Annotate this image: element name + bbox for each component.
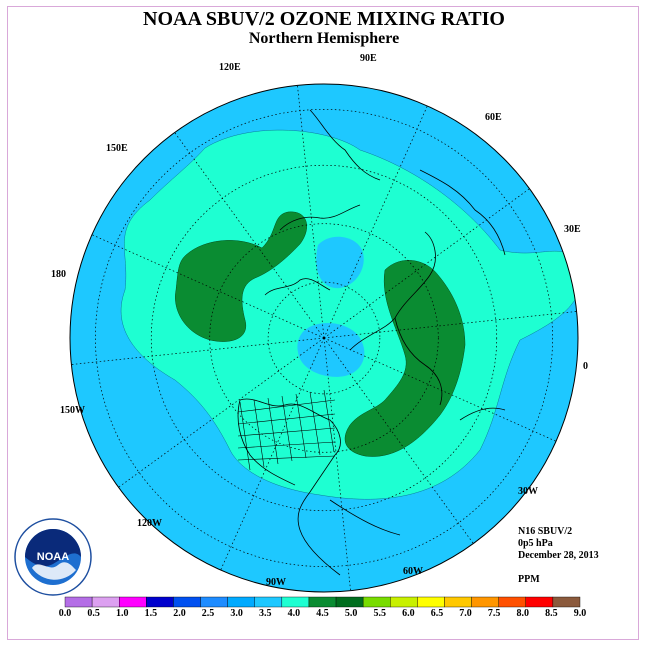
colorbar-swatch [173,596,201,608]
map-boundary [69,83,579,593]
colorbar-swatch [64,596,93,608]
colorbar-tick-label: 1.5 [144,608,158,619]
graticule [71,85,577,591]
latitude-circle [209,223,439,453]
colorbar-tick-label: 9.0 [573,608,587,619]
lon-label-150w: 150W [60,405,85,416]
lon-label-30w: 30W [518,486,538,497]
colorbar-tick-label: 6.5 [430,608,444,619]
colorbar-swatch [525,596,554,608]
state-line [237,413,336,425]
colorbar-swatch [498,596,526,608]
lon-label-90e: 90E [360,53,377,64]
lon-label-60w: 60W [403,566,423,577]
colorbar-tick-label: 0.0 [58,608,72,619]
colorbar-swatch [91,596,120,608]
colorbar-tick-label: 2.0 [173,608,186,619]
colorbar-tick-label: 4.5 [316,608,329,619]
colorbar-swatch [552,596,581,608]
state-line [239,401,251,471]
colorbar-tick-label: 6.0 [402,608,415,619]
colorbar-tick-label: 0.5 [87,608,100,619]
colorbar-swatch [390,596,418,608]
state-line [323,389,335,453]
colorbar-swatch [444,596,472,608]
colorbar-swatch [227,596,255,608]
colorbar-tick-label: 3.5 [259,608,272,619]
lon-label-120w: 120W [137,518,162,529]
colorbar-swatch [417,596,445,608]
colorbar-tick-label: 4.0 [287,608,301,619]
ozone-low-pole [297,323,365,377]
date-label: December 28, 2013 [518,550,599,561]
colorbar-swatch [362,596,391,608]
pressure-level-label: 0p5 hPa [518,538,553,549]
colorbar-tick-label: 8.0 [516,608,530,619]
unit-label: PPM [518,574,540,585]
state-line [237,399,336,413]
colorbar-swatch [281,596,310,608]
state-line [237,455,336,461]
noaa-logo: NOAA [14,518,92,596]
colorbar-swatch [200,596,228,608]
state-line [309,391,321,456]
colorbar-tick-label: 7.5 [487,608,501,619]
latitude-circle [150,164,498,512]
state-line [253,399,265,468]
ozone-contour-4.0-east [344,260,466,457]
colorbar-swatch [254,596,283,608]
ozone-contour-3.5 [120,129,578,500]
colorbar-tick-label: 8.5 [545,608,558,619]
map-subtitle: Northern Hemisphere [248,30,400,47]
state-line [267,397,279,465]
us-state-boundaries [237,389,336,471]
state-line [237,441,336,449]
ozone-contour-4.0-west [175,211,307,342]
lon-label-0: 0 [583,361,588,372]
state-line [281,395,293,462]
latitude-circle [95,109,553,567]
colorbar-swatch [119,596,147,608]
latitude-circle [267,281,381,395]
map-title: NOAA SBUV/2 OZONE MIXING RATIO [143,8,505,30]
lon-label-150e: 150E [106,143,128,154]
state-line [237,427,336,437]
colorbar-tick-label: 5.5 [373,608,386,619]
colorbar-swatch [308,596,337,608]
colorbar-tick-label: 1.0 [115,608,129,619]
image-frame [7,6,639,640]
colorbar-tick-label: 7.0 [459,608,472,619]
colorbar-swatch [146,596,174,608]
lon-label-120e: 120E [219,62,241,73]
instrument-label: N16 SBUV/2 [518,526,573,537]
lon-label-60e: 60E [485,112,502,123]
noaa-logo-text: NOAA [37,551,69,563]
colorbar-swatch [335,596,364,608]
lon-label-30e: 30E [564,224,581,235]
colorbar-swatch [471,596,499,608]
colorbar [64,596,581,608]
lon-label-90w: 90W [266,577,286,588]
lon-label-180: 180 [51,269,66,280]
colorbar-tick-label: 5.0 [344,608,358,619]
colorbar-tick-label: 3.0 [230,608,243,619]
colorbar-tick-label: 2.5 [201,608,215,619]
coastlines [237,109,506,576]
